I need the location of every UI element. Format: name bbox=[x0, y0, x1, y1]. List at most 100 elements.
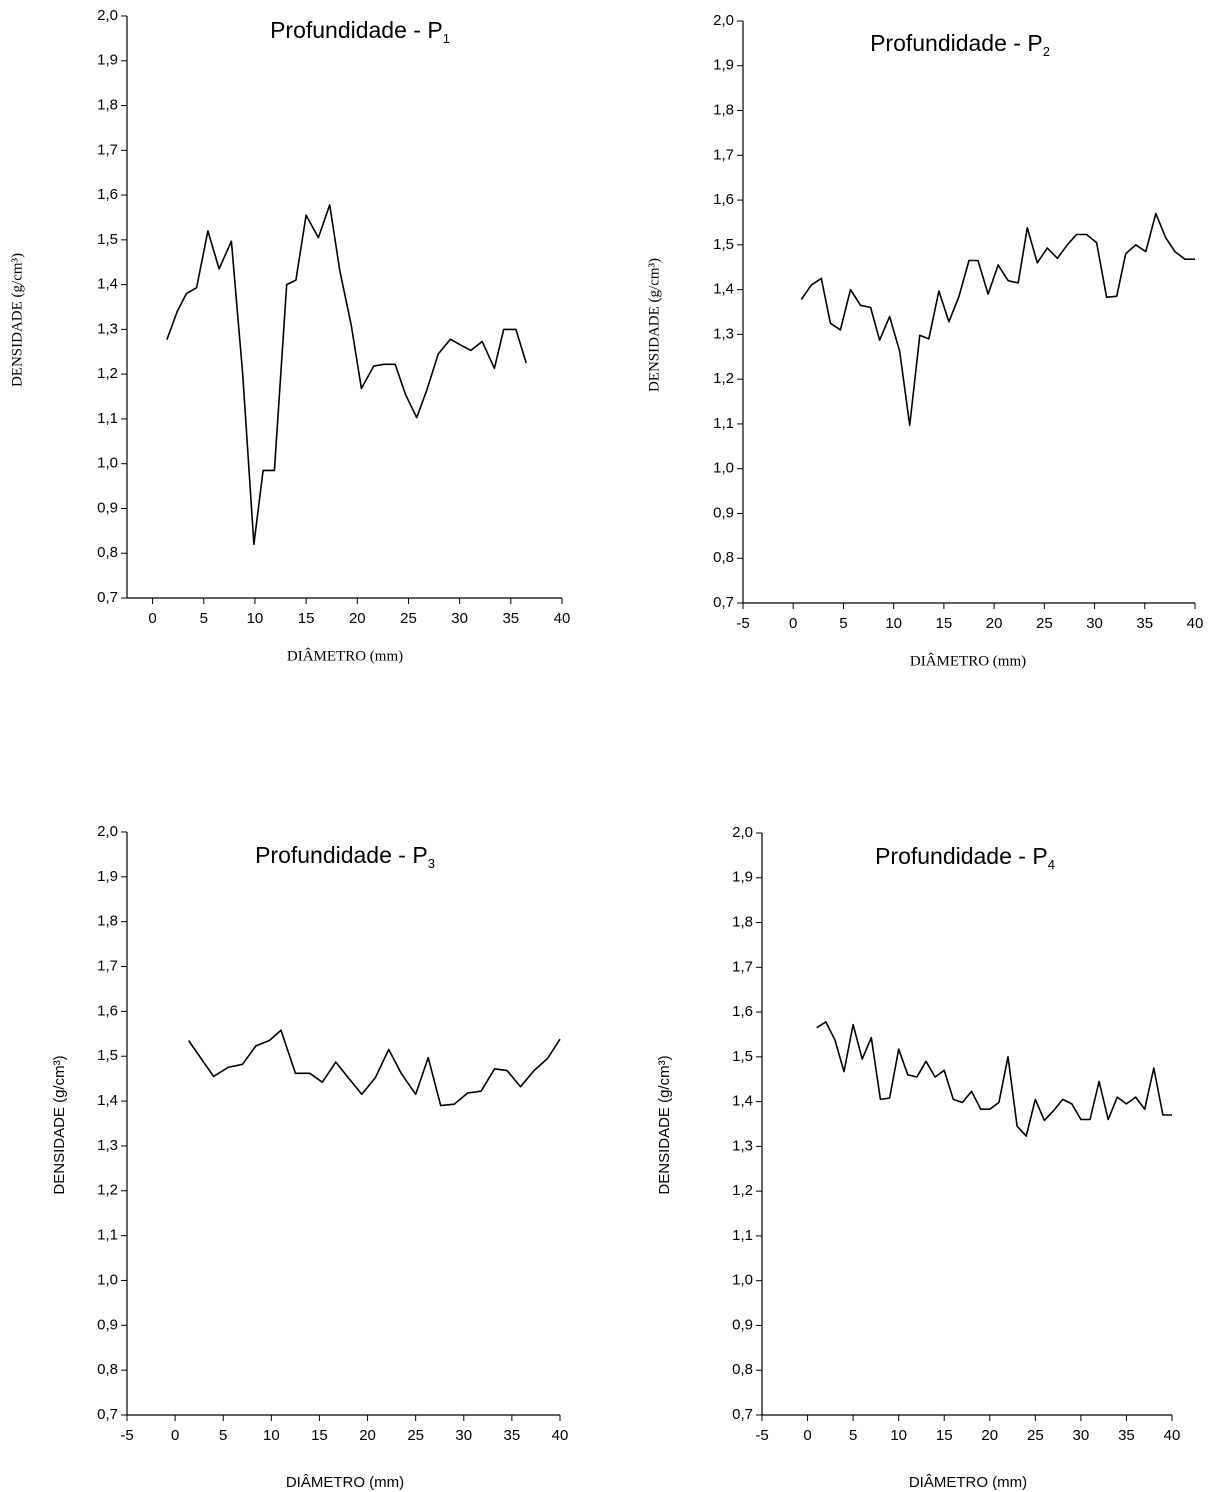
y-tick-label: 1,8 bbox=[97, 913, 118, 930]
title-text: Profundidade - P bbox=[875, 843, 1048, 869]
x-tick-label: 30 bbox=[451, 610, 468, 627]
x-tick-label: 35 bbox=[1136, 615, 1153, 632]
y-tick-label: 1,3 bbox=[732, 1137, 753, 1154]
data-line bbox=[816, 1021, 1172, 1137]
x-tick-label: 10 bbox=[263, 1427, 280, 1444]
y-tick-label: 1,1 bbox=[97, 1227, 118, 1244]
x-tick-label: 35 bbox=[504, 1427, 521, 1444]
x-axis-title: DIÂMETRO (mm) bbox=[909, 1474, 1027, 1491]
chart-title: Profundidade - P1 bbox=[270, 17, 450, 46]
title-text: Profundidade - P bbox=[255, 842, 428, 868]
x-tick-label: 10 bbox=[890, 1427, 907, 1444]
y-tick-label: 1,9 bbox=[713, 57, 734, 74]
x-tick-label: -5 bbox=[755, 1427, 768, 1444]
y-tick-label: 1,5 bbox=[97, 1047, 118, 1064]
y-axis-title: DENSIDADE (g/cm³) bbox=[656, 1055, 673, 1194]
x-tick-label: 40 bbox=[1187, 615, 1204, 632]
y-tick-label: 1,7 bbox=[713, 146, 734, 163]
title-subscript: 3 bbox=[428, 856, 435, 871]
chart-title: Profundidade - P2 bbox=[870, 30, 1050, 59]
x-tick-label: 0 bbox=[803, 1427, 811, 1444]
y-tick-label: 1,1 bbox=[713, 415, 734, 432]
y-tick-label: 1,2 bbox=[732, 1182, 753, 1199]
x-axis-title: DIÂMETRO (mm) bbox=[286, 1474, 404, 1491]
y-tick-label: 2,0 bbox=[97, 7, 118, 24]
chart: Profundidade - P3 DIÂMETRO (mm) DENSIDADE … bbox=[51, 823, 568, 1491]
y-tick-label: 0,9 bbox=[97, 499, 118, 516]
y-tick-label: 0,8 bbox=[97, 544, 118, 561]
y-tick-label: 1,3 bbox=[97, 1137, 118, 1154]
x-tick-label: 30 bbox=[455, 1427, 472, 1444]
data-line bbox=[800, 212, 1195, 427]
data-line bbox=[187, 1029, 561, 1107]
x-tick-label: 20 bbox=[349, 610, 366, 627]
y-tick-label: 1,7 bbox=[97, 141, 118, 158]
x-tick-label: 30 bbox=[1073, 1427, 1090, 1444]
y-tick-label: 1,2 bbox=[97, 365, 118, 382]
x-tick-label: 10 bbox=[247, 610, 264, 627]
x-axis-title: DIÂMETRO (mm) bbox=[287, 647, 403, 664]
title-text: Profundidade - P bbox=[270, 17, 443, 43]
x-tick-label: 5 bbox=[219, 1427, 227, 1444]
x-tick-label: 15 bbox=[298, 610, 315, 627]
x-tick-label: 30 bbox=[1086, 615, 1103, 632]
chart: Profundidade - P2 DIÂMETRO (mm) DENSIDADE … bbox=[646, 12, 1203, 669]
x-tick-label: 25 bbox=[400, 610, 417, 627]
chart: Profundidade - P4 DIÂMETRO (mm) DENSIDADE … bbox=[656, 824, 1180, 1491]
x-tick-label: 40 bbox=[1164, 1427, 1181, 1444]
x-tick-label: 25 bbox=[1027, 1427, 1044, 1444]
y-tick-label: 1,3 bbox=[97, 320, 118, 337]
x-tick-label: 15 bbox=[311, 1427, 328, 1444]
y-tick-label: 0,8 bbox=[732, 1361, 753, 1378]
y-tick-label: 0,8 bbox=[713, 549, 734, 566]
y-tick-label: 0,8 bbox=[97, 1361, 118, 1378]
y-tick-label: 1,5 bbox=[732, 1048, 753, 1065]
x-tick-label: 15 bbox=[936, 615, 953, 632]
chart-title: Profundidade - P3 bbox=[255, 842, 435, 871]
x-tick-label: 25 bbox=[407, 1427, 424, 1444]
y-axis-title: DENSIDADE (g/cm³) bbox=[51, 1055, 68, 1194]
y-tick-label: 0,7 bbox=[713, 594, 734, 611]
y-tick-label: 0,7 bbox=[97, 1406, 118, 1423]
x-tick-label: 0 bbox=[148, 610, 156, 627]
y-tick-label: 0,7 bbox=[732, 1406, 753, 1423]
y-tick-label: 1,1 bbox=[97, 410, 118, 427]
title-subscript: 4 bbox=[1048, 857, 1055, 872]
y-tick-label: 2,0 bbox=[713, 12, 734, 29]
y-tick-label: 1,4 bbox=[732, 1093, 753, 1110]
y-tick-label: 1,0 bbox=[97, 455, 118, 472]
y-tick-label: 0,7 bbox=[97, 589, 118, 606]
y-tick-label: 1,4 bbox=[97, 1092, 118, 1109]
y-tick-label: 1,7 bbox=[97, 958, 118, 975]
y-tick-label: 1,3 bbox=[713, 325, 734, 342]
y-tick-label: 1,4 bbox=[713, 281, 734, 298]
y-tick-label: 1,5 bbox=[97, 231, 118, 248]
y-tick-label: 1,6 bbox=[97, 1002, 118, 1019]
y-tick-label: 1,8 bbox=[713, 102, 734, 119]
y-tick-label: 0,9 bbox=[713, 504, 734, 521]
title-subscript: 2 bbox=[1043, 44, 1050, 59]
x-axis-title: DIÂMETRO (mm) bbox=[910, 652, 1026, 669]
y-tick-label: 1,1 bbox=[732, 1227, 753, 1244]
x-tick-label: 0 bbox=[171, 1427, 179, 1444]
title-subscript: 1 bbox=[443, 31, 450, 46]
y-tick-label: 1,9 bbox=[732, 869, 753, 886]
x-tick-label: 40 bbox=[554, 610, 571, 627]
y-tick-label: 1,5 bbox=[713, 236, 734, 253]
x-tick-label: 40 bbox=[552, 1427, 569, 1444]
y-tick-label: 0,9 bbox=[732, 1316, 753, 1333]
x-tick-label: 20 bbox=[986, 615, 1003, 632]
y-tick-label: 1,4 bbox=[97, 276, 118, 293]
x-tick-label: 15 bbox=[936, 1427, 953, 1444]
x-tick-label: -5 bbox=[736, 615, 749, 632]
y-tick-label: 1,7 bbox=[732, 958, 753, 975]
y-tick-label: 1,2 bbox=[97, 1182, 118, 1199]
y-tick-label: 1,8 bbox=[97, 97, 118, 114]
x-tick-label: 5 bbox=[849, 1427, 857, 1444]
y-tick-label: 2,0 bbox=[97, 823, 118, 840]
x-tick-label: 20 bbox=[981, 1427, 998, 1444]
y-tick-label: 1,0 bbox=[713, 460, 734, 477]
x-tick-label: 10 bbox=[885, 615, 902, 632]
